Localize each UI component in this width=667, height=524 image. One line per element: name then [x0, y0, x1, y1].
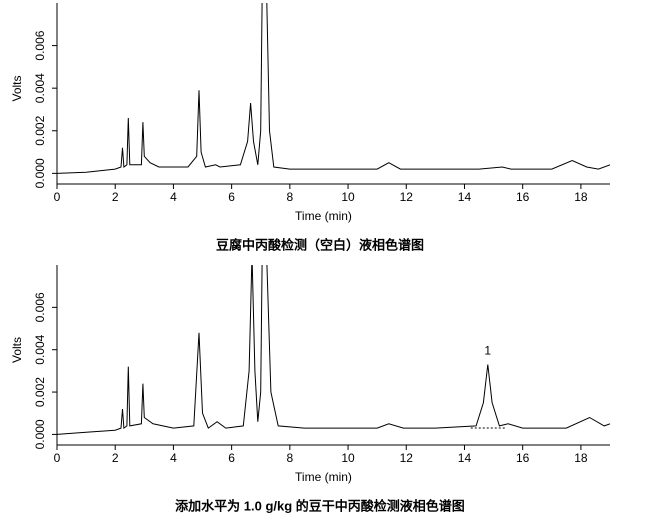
x-tick-label: 6	[228, 451, 235, 465]
y-axis-title: Volts	[10, 337, 24, 363]
x-tick-label: 10	[341, 190, 355, 204]
annotation: 1	[484, 344, 491, 358]
x-tick-label: 10	[341, 451, 355, 465]
x-tick-label: 2	[112, 451, 119, 465]
caption: 添加水平为 1.0 g/kg 的豆干中丙酸检测液相色谱图	[175, 498, 465, 513]
x-tick-label: 0	[54, 190, 61, 204]
y-tick-label: 0.004	[33, 73, 47, 103]
x-tick-label: 0	[54, 451, 61, 465]
plot: 0 2 4 6 8 10 12 14 16 18 0.000 0.002 0.004 0.006 Time …	[10, 3, 610, 252]
x-tick-label: 18	[574, 451, 588, 465]
x-tick-label: 6	[228, 190, 235, 204]
trace	[57, 265, 610, 435]
x-tick-label: 4	[170, 451, 177, 465]
plot: 0 2 4 6 8 10 12 14 16 18 0.000 0.002 0.004 0.006 Time …	[10, 265, 610, 513]
caption: 豆腐中丙酸检测（空白）液相色谱图	[216, 237, 424, 252]
x-tick-label: 16	[516, 190, 530, 204]
x-tick-label: 16	[516, 451, 530, 465]
y-tick-label: 0.006	[33, 292, 47, 322]
y-axis-title: Volts	[10, 75, 24, 101]
x-axis-title: Time (min)	[295, 470, 352, 484]
x-tick-label: 8	[286, 451, 293, 465]
y-tick-label: 0.004	[33, 334, 47, 364]
y-tick-label: 0.000	[33, 158, 47, 188]
x-tick-label: 18	[574, 190, 588, 204]
x-tick-label: 14	[458, 451, 472, 465]
x-tick-label: 12	[400, 190, 414, 204]
x-tick-label: 8	[286, 190, 293, 204]
y-tick-label: 0.002	[33, 115, 47, 145]
x-tick-label: 14	[458, 190, 472, 204]
x-tick-label: 4	[170, 190, 177, 204]
y-tick-label: 0.006	[33, 30, 47, 60]
x-axis-title: Time (min)	[295, 209, 352, 223]
x-tick-label: 12	[400, 451, 414, 465]
y-tick-label: 0.002	[33, 377, 47, 407]
trace	[57, 3, 610, 174]
x-tick-label: 2	[112, 190, 119, 204]
y-tick-label: 0.000	[33, 419, 47, 449]
